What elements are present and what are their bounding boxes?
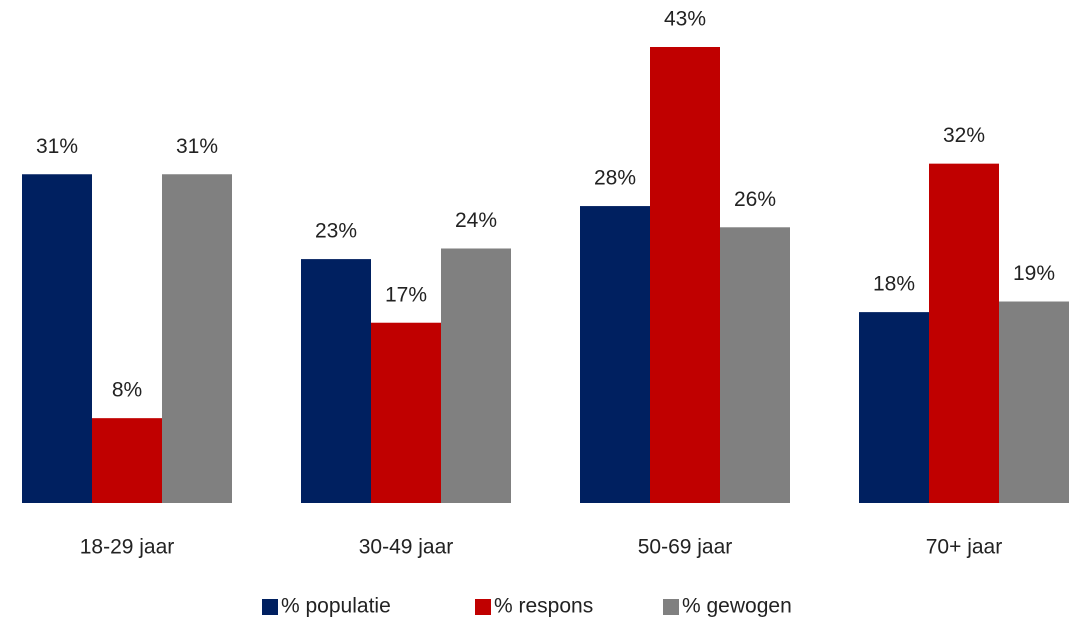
legend-swatch xyxy=(475,599,491,615)
data-label: 32% xyxy=(943,124,985,147)
bar xyxy=(929,163,999,503)
x-tick-label: 18-29 jaar xyxy=(80,536,175,559)
legend-label: % populatie xyxy=(281,595,391,618)
bar xyxy=(580,206,650,503)
bar xyxy=(650,47,720,503)
data-label: 18% xyxy=(873,273,915,296)
data-label: 26% xyxy=(734,188,776,211)
bar xyxy=(859,312,929,503)
data-label: 43% xyxy=(664,8,706,31)
data-label: 8% xyxy=(112,379,142,402)
x-tick-label: 50-69 jaar xyxy=(638,536,733,559)
legend-swatch xyxy=(262,599,278,615)
legend-label: % gewogen xyxy=(682,595,792,618)
bar xyxy=(301,259,371,503)
bar xyxy=(22,174,92,504)
data-label: 19% xyxy=(1013,262,1055,285)
data-label: 28% xyxy=(594,167,636,190)
bar xyxy=(92,418,162,503)
legend-label: % respons xyxy=(494,595,593,618)
bar xyxy=(371,322,441,503)
data-label: 24% xyxy=(455,209,497,232)
x-tick-label: 30-49 jaar xyxy=(359,536,454,559)
bar xyxy=(441,248,511,503)
legend-swatch xyxy=(663,599,679,615)
data-label: 17% xyxy=(385,283,427,306)
x-tick-label: 70+ jaar xyxy=(926,536,1002,559)
bar xyxy=(162,174,232,504)
data-label: 31% xyxy=(36,135,78,158)
data-label: 23% xyxy=(315,220,357,243)
bar xyxy=(999,301,1069,503)
data-label: 31% xyxy=(176,135,218,158)
bar xyxy=(720,227,790,504)
